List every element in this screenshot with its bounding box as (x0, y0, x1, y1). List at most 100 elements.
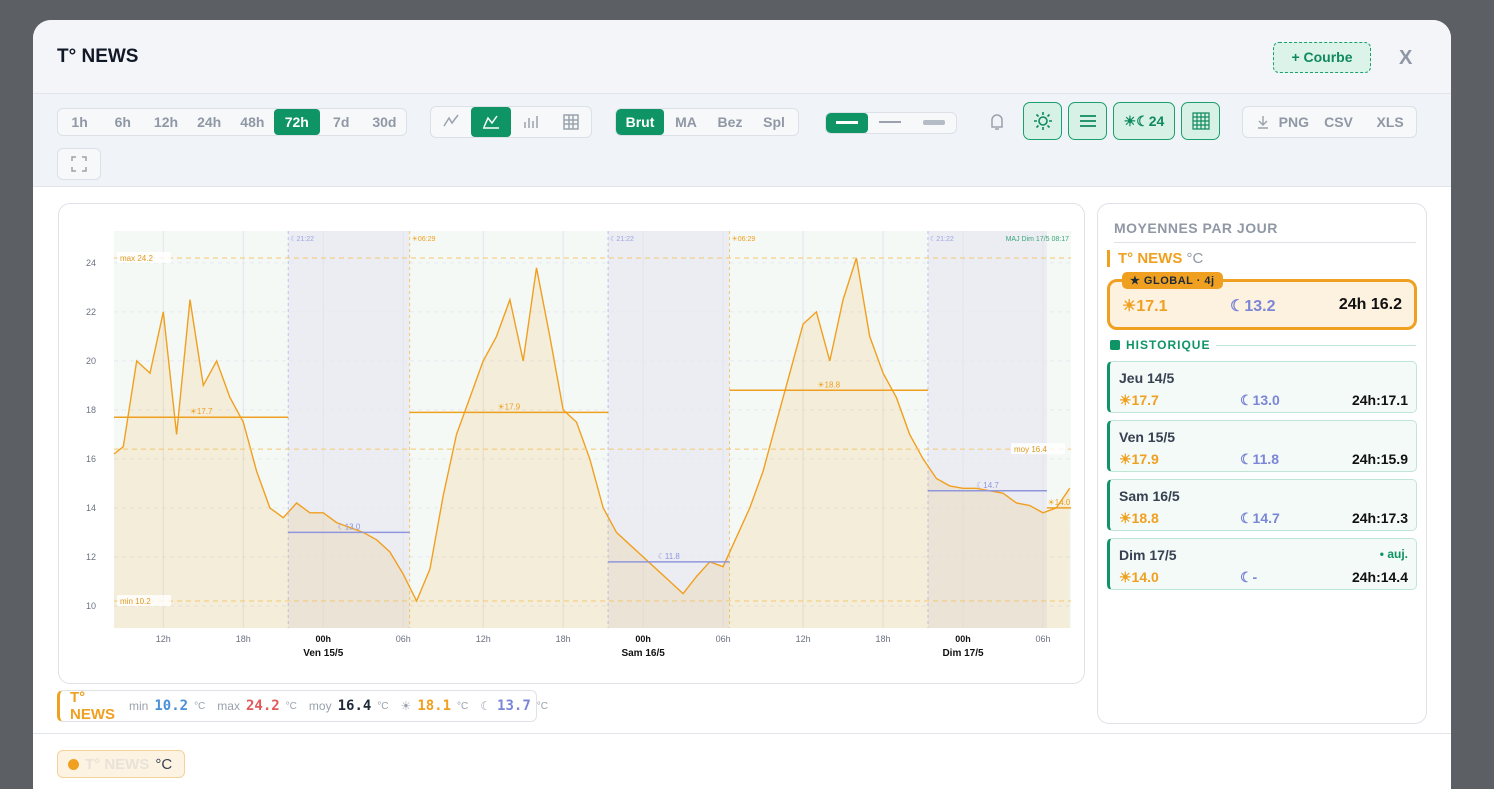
add-curve-button[interactable]: + Courbe (1273, 42, 1371, 73)
stat-label: moy (308, 699, 332, 713)
toolbar: 1h 6h 12h 24h 48h 72h 7d 30d Brut MA Bez Spl ☀☾24 … (33, 94, 1451, 187)
y-tick-label: 16 (86, 454, 96, 464)
modal: T° NEWS + Courbe X 1h 6h 12h 24h 48h 72h 7d 30d… (33, 20, 1451, 789)
grid-toggle[interactable] (1181, 102, 1220, 140)
smoothing-button[interactable]: MA (675, 114, 697, 130)
icon (1079, 115, 1096, 127)
series-chip[interactable]: T° NEWS °C (57, 750, 185, 778)
sun-toggle[interactable] (1023, 102, 1062, 140)
smoothing-button[interactable]: Brut (616, 109, 664, 135)
export-button[interactable]: CSV (1324, 114, 1353, 130)
range-button[interactable]: 6h (114, 114, 131, 130)
range-button[interactable]: 24h (197, 114, 222, 130)
y-tick-label: 22 (86, 307, 96, 317)
close-button[interactable]: X (1399, 47, 1413, 69)
chart: 10 12 14 16 18 20 22 24 12h 18h 00h 06h 12h 18h 00h 06h… (86, 231, 1071, 659)
x-tick-label: 00h (955, 634, 971, 644)
sidebar-title: MOYENNES PAR JOUR (1114, 220, 1416, 243)
smoothing-button[interactable]: Bez (717, 114, 743, 130)
mode-button[interactable] (551, 107, 591, 137)
x-tick-label: 00h (316, 634, 332, 644)
day-moon: ☾14.7 (1240, 510, 1280, 526)
icon (1110, 340, 1120, 350)
day-card: Ven 15/5 ☀17.9 ☾11.8 24h:15.9 (1107, 420, 1417, 472)
range-button[interactable]: 1h (71, 114, 88, 130)
day-card: Dim 17/5 • auj. ☀14.0 ☾- 24h:14.4 (1107, 538, 1417, 590)
range-button[interactable]: 30d (372, 114, 397, 130)
y-tick-label: 20 (86, 356, 96, 366)
sidebar: MOYENNES PAR JOUR T° NEWS °C ★ GLOBAL · … (1097, 203, 1427, 724)
smoothing-button[interactable]: Spl (763, 114, 785, 130)
x-tick-label: 18h (236, 634, 251, 644)
unit: °C (1186, 250, 1204, 267)
reference-label: min 10.2 (120, 597, 151, 606)
x-tick-label: 12h (796, 634, 811, 644)
day-moon: ☾11.8 (1240, 451, 1280, 467)
mode-button[interactable] (431, 107, 471, 137)
series-name: T° NEWS (70, 689, 115, 723)
daynight-toggle[interactable]: ☀☾24 (1113, 102, 1175, 140)
mode-button[interactable] (471, 107, 511, 137)
icon-path (524, 116, 538, 128)
dot (68, 758, 79, 770)
chart-card: 10 12 14 16 18 20 22 24 12h 18h 00h 06h 12h 18h 00h 06h… (58, 203, 1085, 684)
day-date: Ven 15/5 (1119, 429, 1176, 445)
day-date: Sam 16/5 (1119, 488, 1180, 504)
stat-unit: °C (457, 700, 469, 712)
x-tick-label: 12h (476, 634, 491, 644)
mode-button[interactable] (511, 107, 551, 137)
icon (71, 156, 87, 172)
download-icon (1258, 116, 1268, 129)
segment-label: ☀18.8 (817, 380, 840, 389)
day-avg: 24h:17.1 (1351, 392, 1408, 408)
range-button[interactable]: 12h (153, 114, 179, 130)
global-day: ☀17.1 (1122, 298, 1168, 315)
chip-name: T° NEWS (85, 755, 150, 773)
day-date: Jeu 14/5 (1119, 370, 1175, 386)
global-badge: ★ GLOBAL · 4j (1122, 272, 1223, 289)
history-header: HISTORIQUE (1110, 338, 1416, 352)
history-title: HISTORIQUE (1126, 338, 1211, 352)
fullscreen-button[interactable] (57, 148, 101, 180)
list-toggle[interactable] (1068, 102, 1107, 140)
bell-button[interactable] (988, 112, 1006, 132)
label-bg (1011, 443, 1065, 455)
icon-path (563, 114, 579, 130)
icon (879, 121, 901, 123)
range-button[interactable]: 72h (273, 109, 320, 135)
line (113, 257, 1071, 603)
global-avg: 24h 16.2 (1338, 296, 1402, 313)
stat-unit: °C (536, 700, 548, 712)
mode-group (430, 106, 592, 138)
day-avg: 24h:17.3 (1351, 510, 1408, 526)
stat-value: 16.4 (337, 698, 372, 714)
day-sun: ☀17.7 (1119, 392, 1159, 408)
icon (836, 121, 858, 124)
export-group: PNG CSV XLS (1242, 106, 1417, 138)
update-label: MAJ Dim 17/5 08:17 (1006, 236, 1070, 243)
event-label: ☾21:22 (290, 235, 314, 243)
icon (923, 120, 945, 125)
export-button[interactable]: PNG (1278, 114, 1309, 130)
event-label: ☾21:22 (930, 235, 954, 243)
icon-path (483, 115, 499, 129)
thickness-medium[interactable] (868, 113, 912, 133)
thickness-thick[interactable] (826, 113, 868, 133)
night-band (927, 231, 1048, 628)
stat-unit: °C (285, 700, 297, 712)
day-moon: ☾13.0 (1240, 392, 1280, 408)
segment-label: ☀14.0 (1048, 498, 1071, 507)
stat-unit: °C (377, 700, 389, 712)
export-button[interactable]: XLS (1376, 114, 1404, 130)
segment-label: ☀17.7 (190, 407, 213, 416)
stat-label: min (129, 699, 149, 713)
icon (483, 115, 499, 129)
range-button[interactable]: 7d (333, 114, 350, 130)
range-group: 1h 6h 12h 24h 48h 72h 7d 30d (57, 108, 407, 136)
range-button[interactable]: 48h (240, 114, 265, 130)
stat-value: 18.1 (417, 698, 452, 714)
thickness-thin[interactable] (912, 113, 956, 133)
stat-value: 10.2 (154, 698, 189, 714)
stat-value: 24.2 (245, 698, 280, 714)
